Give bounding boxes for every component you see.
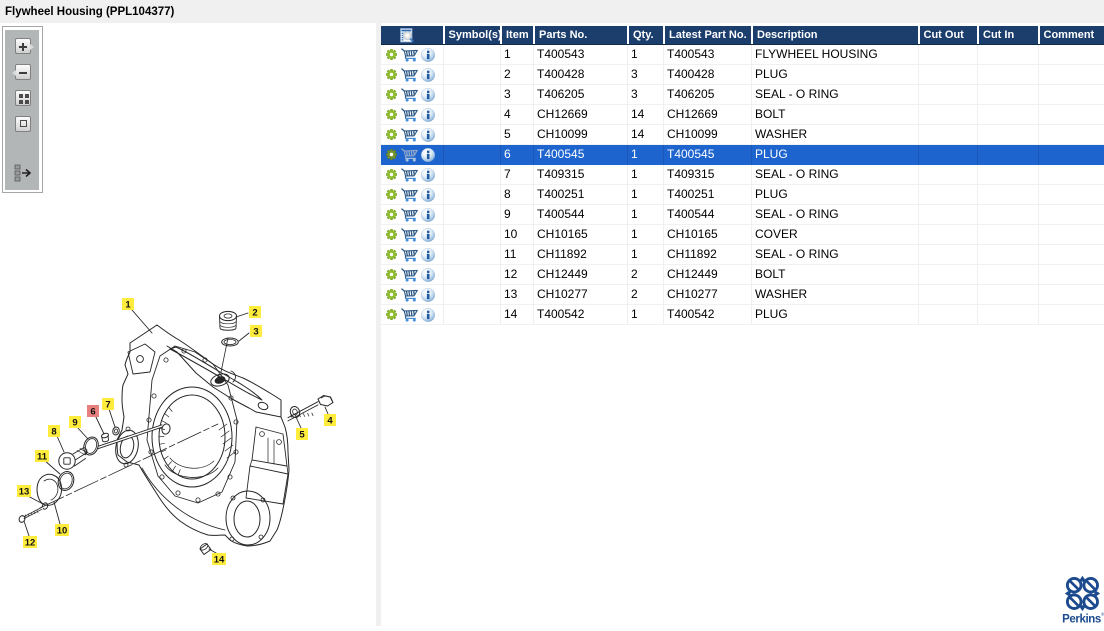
svg-text:10: 10 xyxy=(57,526,68,537)
svg-text:12: 12 xyxy=(25,538,36,549)
svg-text:5: 5 xyxy=(299,430,305,441)
svg-text:13: 13 xyxy=(19,487,30,498)
svg-text:9: 9 xyxy=(72,418,77,429)
svg-text:®: ® xyxy=(1101,611,1104,617)
svg-text:1: 1 xyxy=(125,300,131,311)
svg-text:14: 14 xyxy=(214,555,225,566)
svg-text:11: 11 xyxy=(37,452,48,463)
svg-text:4: 4 xyxy=(327,416,333,427)
svg-text:2: 2 xyxy=(252,308,257,319)
svg-text:Perkins: Perkins xyxy=(1062,614,1101,626)
svg-text:3: 3 xyxy=(253,327,258,338)
svg-text:7: 7 xyxy=(105,400,110,411)
svg-text:8: 8 xyxy=(51,427,56,438)
svg-text:6: 6 xyxy=(90,407,95,418)
